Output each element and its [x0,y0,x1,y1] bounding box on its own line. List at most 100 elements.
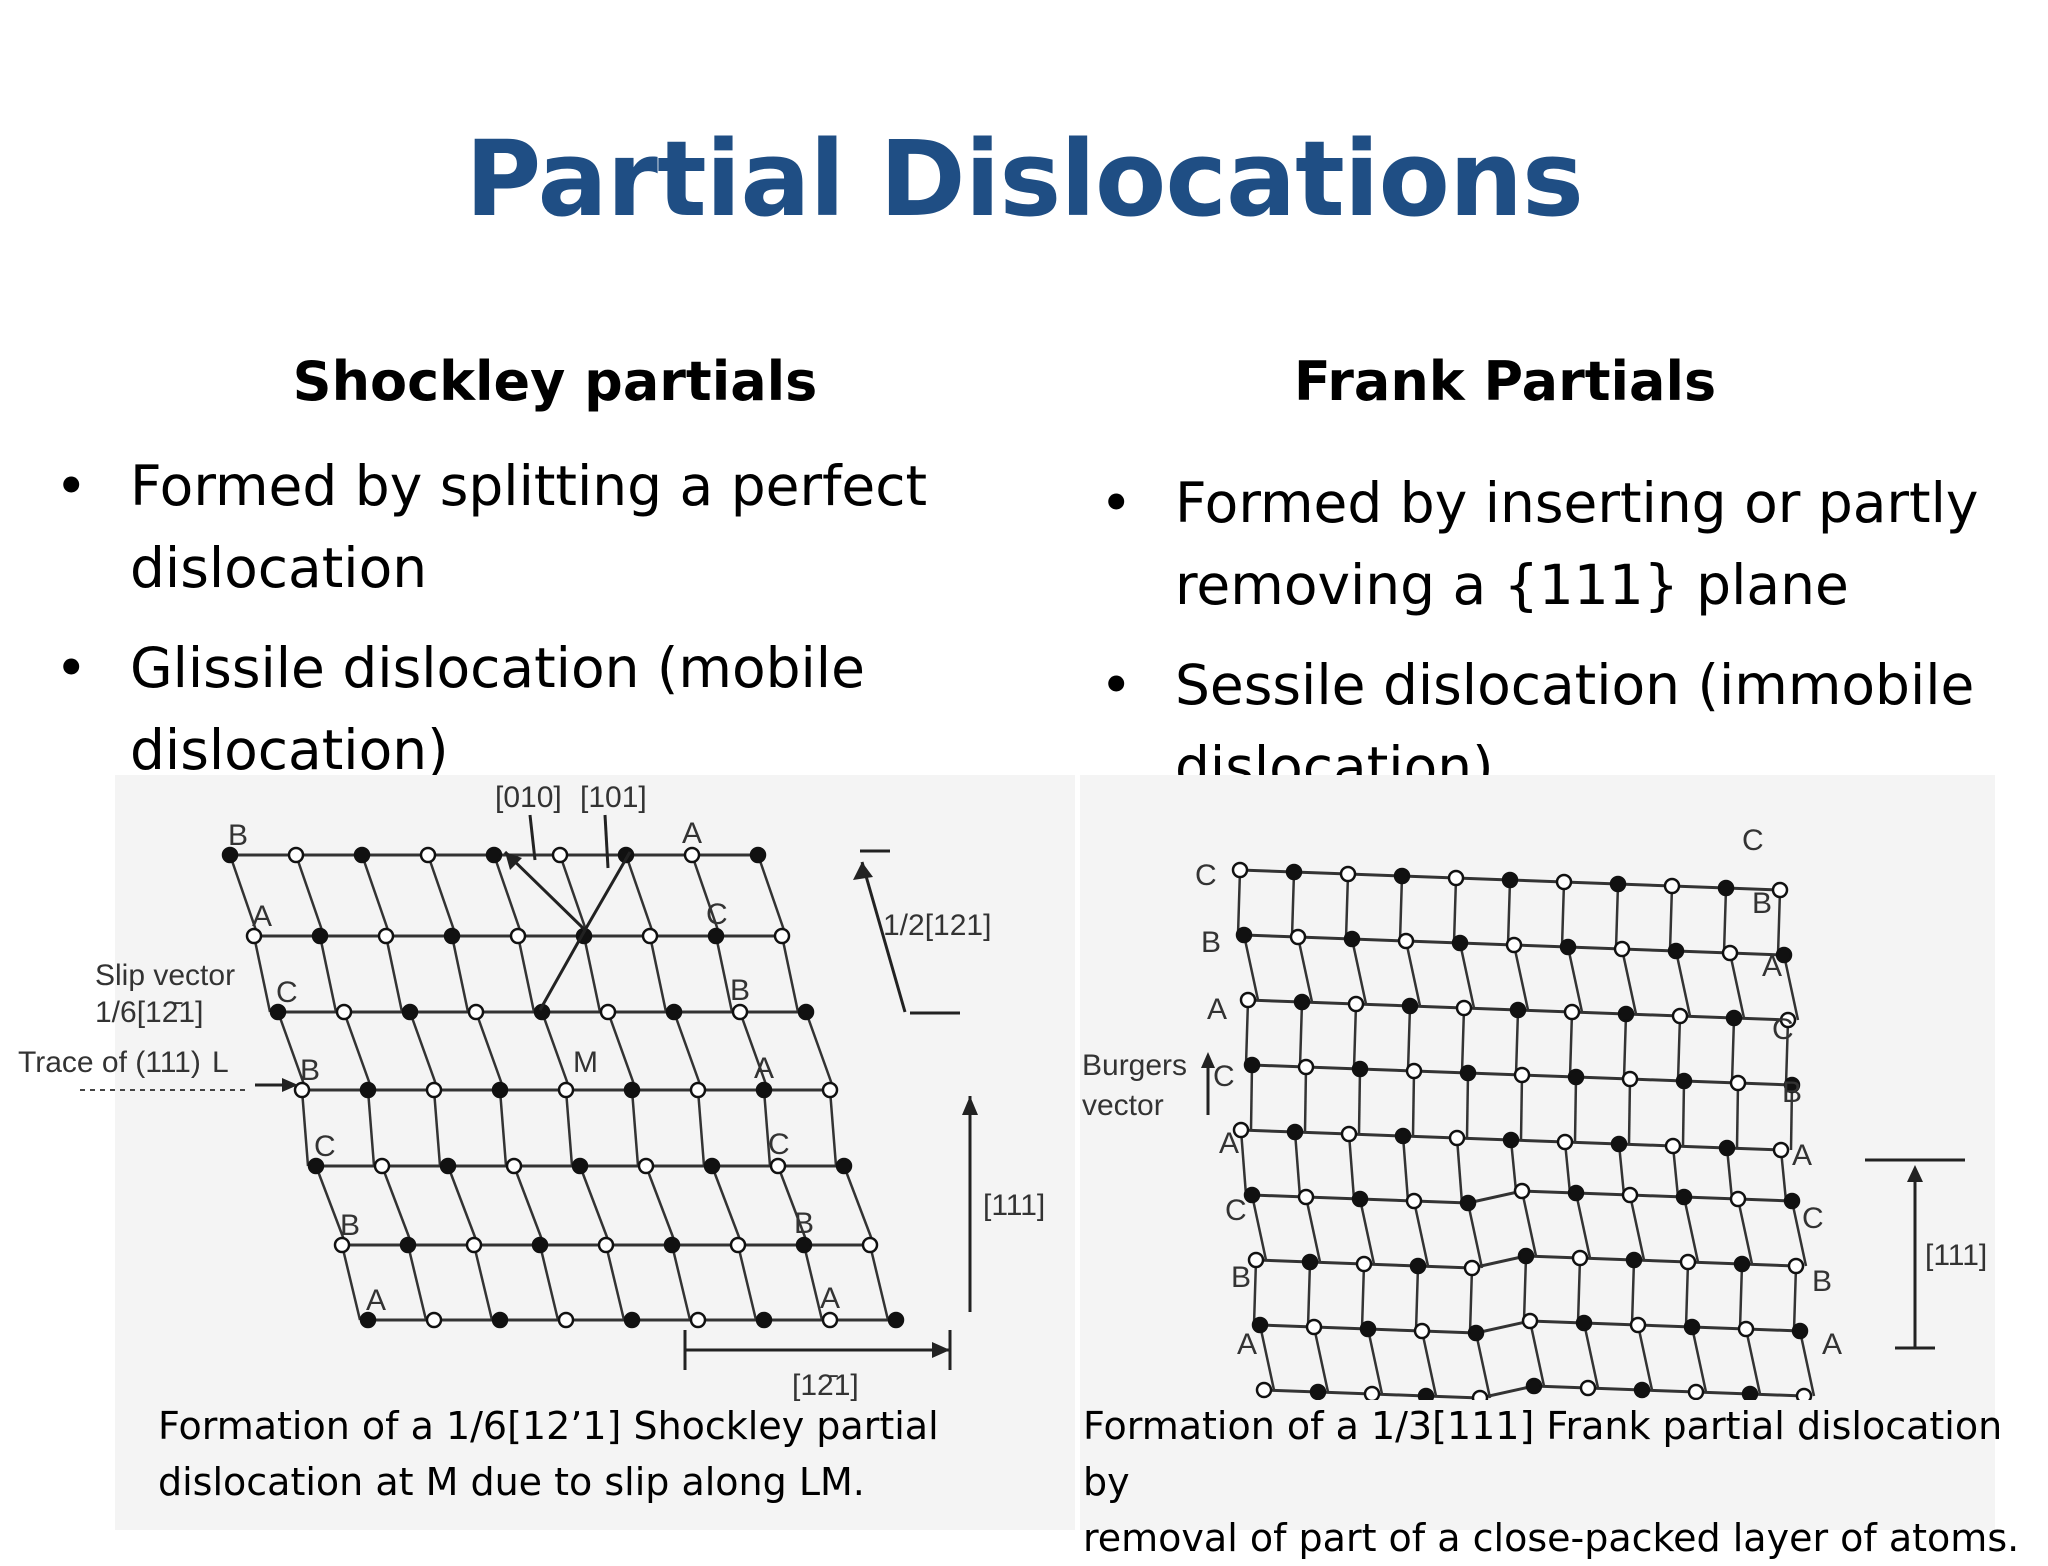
lattice-atom [353,846,371,864]
lattice-atom [1517,1247,1535,1265]
lattice-atom [1409,1257,1427,1275]
label-half-121: 1/2[121] [883,909,991,942]
lattice-bond [1582,1322,1600,1389]
lattice-bond [408,1011,440,1091]
lattice-atom [1232,1121,1250,1139]
lattice-bond [1474,1332,1492,1399]
lattice-bond [690,854,722,937]
shockley-lattice [221,846,905,1329]
layer-label-left: C [1225,1194,1247,1227]
lattice-atom [623,1081,641,1099]
lattice-bond [1738,1263,1744,1330]
lattice-bond [1574,1192,1592,1259]
lattice-atom [1448,1129,1466,1147]
lattice-bond [1568,1011,1574,1078]
lattice-bond [474,1011,506,1091]
lattice-atom [683,846,701,864]
lattice-atom [1355,1255,1373,1273]
lattice-atom [1467,1324,1485,1342]
lattice-atom [1393,867,1411,885]
lattice-bond [1509,1139,1518,1192]
lattice-atom [1779,1011,1797,1029]
label-111: [111] [983,1189,1045,1222]
lattice-atom [749,846,767,864]
lattice-atom [467,1003,485,1021]
lattice-atom [1359,1320,1377,1338]
label-trace: Trace of (111) [18,1046,201,1079]
lattice-bond [1682,1196,1700,1263]
lattice-bond [1304,1196,1322,1263]
lattice-bond [1614,883,1620,950]
lattice-bond [538,1244,560,1321]
lattice-bond [1684,1261,1690,1328]
lattice-atom [491,1081,509,1099]
lattice-bond [1725,1147,1734,1200]
lattice-bond [1776,889,1782,956]
lattice-bond [498,1089,508,1167]
lattice-bond [1512,944,1530,1011]
layer-label-left: C [1213,1060,1235,1093]
lattice-bond [1674,950,1692,1017]
label-vector: vector [1082,1089,1164,1122]
lattice-atom [1447,869,1465,887]
lattice-atom [1567,1184,1585,1202]
label-slip-vector-value: 1/6[12̄1] [95,996,203,1029]
lattice-atom [597,1236,615,1254]
slide-title: Partial Dislocations [465,118,1584,240]
lattice-atom [1394,1127,1412,1145]
lattice-atom [1675,1188,1693,1206]
lattice-atom [1413,1322,1431,1340]
lattice-atom [443,927,461,945]
lattice-bond [1519,1074,1524,1141]
lattice-bond [1779,1149,1788,1202]
lattice-atom [1405,1062,1423,1080]
lattice-atom [731,1003,749,1021]
lattice-bond [406,1244,428,1321]
shockley-figure-background [115,775,1075,1530]
lattice-bond [1566,946,1584,1013]
lattice-bond [300,1089,310,1167]
layer-label-left: B [228,819,248,852]
frank-arrows [1206,1060,1965,1350]
label-010: [010] [495,781,562,814]
layer-label-right: A [1792,1139,1812,1172]
lattice-atom [637,1157,655,1175]
layer-label-right: A [820,1282,840,1315]
lattice-atom [509,927,527,945]
layer-label-right: B [1782,1076,1802,1109]
lattice-bond [1398,875,1404,942]
lattice-atom [729,1236,747,1254]
frank-figure-background [1080,775,1995,1530]
lattice-atom [835,1157,853,1175]
lattice-atom [1609,875,1627,893]
lattice-atom [689,1311,707,1329]
lattice-bond [294,854,326,937]
lattice-atom [1687,1383,1705,1400]
lattice-bond [228,854,260,937]
lattice-bond [1412,1200,1430,1267]
lattice-atom [377,927,395,945]
lattice-atom [1340,1125,1358,1143]
lattice-atom [399,1236,417,1254]
lattice-atom [1787,1257,1805,1275]
lattice-bond [360,854,392,937]
lattice-atom [293,1081,311,1099]
lattice-bond [1366,1328,1384,1395]
frank-caption: Formation of a 1/3[111] Frank partial di… [1083,1398,2048,1566]
lattice-atom [617,846,635,864]
lattice-bond [1306,1261,1312,1328]
frank-bullet-1: Formed by inserting or partly removing a… [1100,462,2040,626]
lattice-atom [707,927,725,945]
lattice-bond [1782,954,1800,1021]
layer-label-right: A [1762,950,1782,983]
lattice-atom [1559,938,1577,956]
lattice-atom [1513,1066,1531,1084]
lattice-bond [1344,873,1350,940]
shockley-arrowheads [282,852,978,1358]
lattice-atom [769,1157,787,1175]
lattice-atom [1451,934,1469,952]
layer-label-right: A [682,817,702,850]
lattice-atom [795,1236,813,1254]
lattice-bond [1736,1198,1754,1265]
lattice-bond [780,935,800,1013]
